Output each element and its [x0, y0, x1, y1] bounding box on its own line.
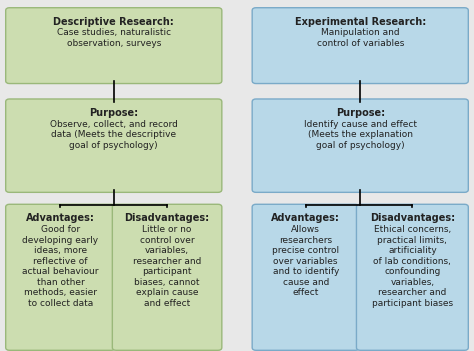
- Text: explain cause: explain cause: [136, 288, 198, 297]
- Text: Case studies, naturalistic: Case studies, naturalistic: [57, 28, 171, 38]
- Text: Identify cause and effect: Identify cause and effect: [304, 120, 417, 129]
- Text: data (Meets the descriptive: data (Meets the descriptive: [51, 130, 176, 139]
- Text: over variables: over variables: [273, 257, 338, 266]
- Text: variables,: variables,: [145, 246, 189, 255]
- Text: biases, cannot: biases, cannot: [134, 278, 200, 287]
- Text: participant biases: participant biases: [372, 299, 453, 308]
- Text: Manipulation and: Manipulation and: [321, 28, 400, 38]
- Text: control over: control over: [140, 236, 194, 245]
- Text: Advantages:: Advantages:: [271, 213, 340, 223]
- Text: participant: participant: [142, 267, 192, 276]
- Text: and to identify: and to identify: [273, 267, 339, 276]
- Text: than other: than other: [36, 278, 84, 287]
- Text: artificiality: artificiality: [388, 246, 437, 255]
- Text: Disadvantages:: Disadvantages:: [125, 213, 210, 223]
- Text: methods, easier: methods, easier: [24, 288, 97, 297]
- Text: confounding: confounding: [384, 267, 440, 276]
- Text: of lab conditions,: of lab conditions,: [374, 257, 451, 266]
- Text: goal of psychology): goal of psychology): [70, 141, 158, 150]
- FancyBboxPatch shape: [252, 8, 468, 84]
- Text: Purpose:: Purpose:: [336, 108, 385, 118]
- Text: actual behaviour: actual behaviour: [22, 267, 99, 276]
- Text: researcher and: researcher and: [133, 257, 201, 266]
- FancyBboxPatch shape: [6, 99, 222, 192]
- FancyBboxPatch shape: [252, 204, 359, 350]
- Text: researchers: researchers: [279, 236, 332, 245]
- Text: precise control: precise control: [272, 246, 339, 255]
- FancyBboxPatch shape: [252, 99, 468, 192]
- Text: ideas, more: ideas, more: [34, 246, 87, 255]
- Text: reflective of: reflective of: [33, 257, 88, 266]
- Text: variables,: variables,: [390, 278, 435, 287]
- Text: Allows: Allows: [292, 225, 320, 234]
- Text: Advantages:: Advantages:: [26, 213, 95, 223]
- Text: effect: effect: [292, 288, 319, 297]
- Text: goal of psychology): goal of psychology): [316, 141, 404, 150]
- Text: researcher and: researcher and: [378, 288, 447, 297]
- Text: to collect data: to collect data: [28, 299, 93, 308]
- FancyBboxPatch shape: [356, 204, 468, 350]
- Text: Experimental Research:: Experimental Research:: [295, 17, 426, 27]
- Text: control of variables: control of variables: [317, 39, 404, 48]
- Text: Descriptive Research:: Descriptive Research:: [54, 17, 174, 27]
- Text: Purpose:: Purpose:: [89, 108, 138, 118]
- Text: cause and: cause and: [283, 278, 329, 287]
- Text: Disadvantages:: Disadvantages:: [370, 213, 455, 223]
- Text: (Meets the explanation: (Meets the explanation: [308, 130, 413, 139]
- Text: practical limits,: practical limits,: [377, 236, 447, 245]
- Text: Little or no: Little or no: [142, 225, 192, 234]
- Text: Ethical concerns,: Ethical concerns,: [374, 225, 451, 234]
- Text: Good for: Good for: [41, 225, 80, 234]
- FancyBboxPatch shape: [6, 8, 222, 84]
- FancyBboxPatch shape: [6, 204, 115, 350]
- Text: observation, surveys: observation, surveys: [66, 39, 161, 48]
- FancyBboxPatch shape: [112, 204, 222, 350]
- Text: and effect: and effect: [144, 299, 190, 308]
- Text: developing early: developing early: [22, 236, 99, 245]
- Text: Observe, collect, and record: Observe, collect, and record: [50, 120, 178, 129]
